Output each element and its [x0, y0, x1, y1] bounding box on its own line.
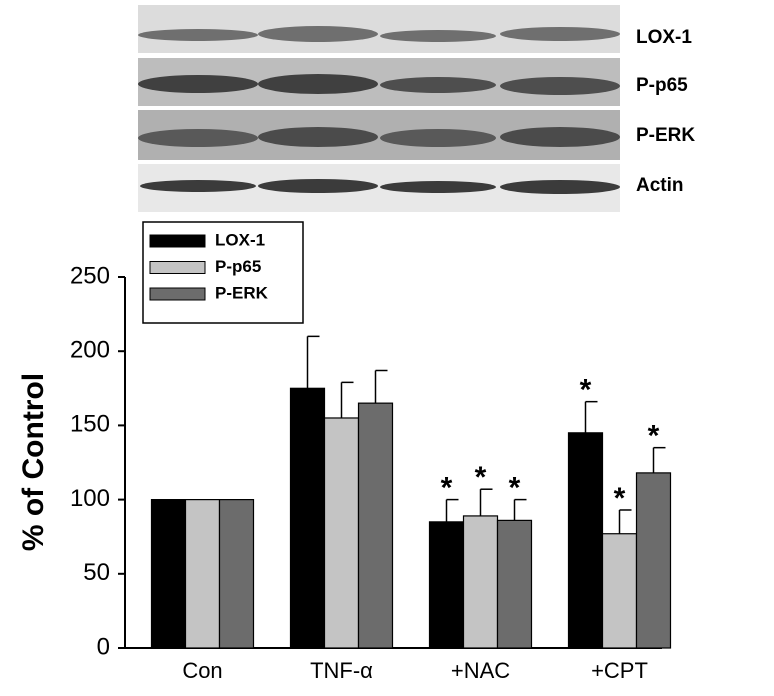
bar: [218, 499, 255, 649]
bar: [357, 402, 394, 649]
blot-label: P-ERK: [636, 125, 695, 146]
y-tick-label: 50: [83, 559, 110, 586]
legend-swatch: [149, 234, 206, 248]
significance-marker: *: [509, 472, 521, 505]
y-tick-label: 100: [70, 485, 110, 512]
legend-label: P-ERK: [215, 283, 269, 302]
bar: [289, 387, 326, 649]
blot-label: Actin: [636, 175, 684, 196]
bar: [462, 515, 499, 649]
significance-marker: *: [580, 374, 592, 407]
y-tick-label: 200: [70, 337, 110, 364]
blot-bands: [138, 26, 620, 194]
bar: [601, 533, 638, 649]
legend-label: LOX-1: [215, 230, 265, 249]
significance-marker: *: [614, 482, 626, 515]
x-tick-label: Con: [182, 658, 222, 683]
significance-marker: *: [441, 472, 453, 505]
legend-swatch: [149, 287, 206, 301]
legend-swatch: [149, 261, 206, 274]
bar: [428, 521, 465, 649]
significance-marker: *: [648, 420, 660, 453]
legend-label: P-p65: [215, 257, 261, 276]
bar: [567, 432, 604, 649]
significance-marker: *: [475, 461, 487, 494]
x-tick-label: +CPT: [591, 658, 648, 683]
x-tick-label: TNF-α: [310, 658, 373, 683]
bar: [150, 499, 187, 649]
western-blot: LOX-1 P-p65 P-ERK Actin: [138, 5, 695, 212]
bar: [496, 519, 533, 649]
y-axis-label: % of Control: [17, 373, 50, 551]
y-tick-label: 0: [97, 633, 110, 660]
bar: [323, 417, 360, 649]
blot-label: LOX-1: [636, 27, 692, 48]
blot-label: P-p65: [636, 75, 688, 96]
y-tick-label: 250: [70, 262, 110, 289]
bar: [184, 499, 221, 649]
x-tick-label: +NAC: [451, 658, 510, 683]
bar: [635, 472, 672, 649]
y-tick-label: 150: [70, 411, 110, 438]
